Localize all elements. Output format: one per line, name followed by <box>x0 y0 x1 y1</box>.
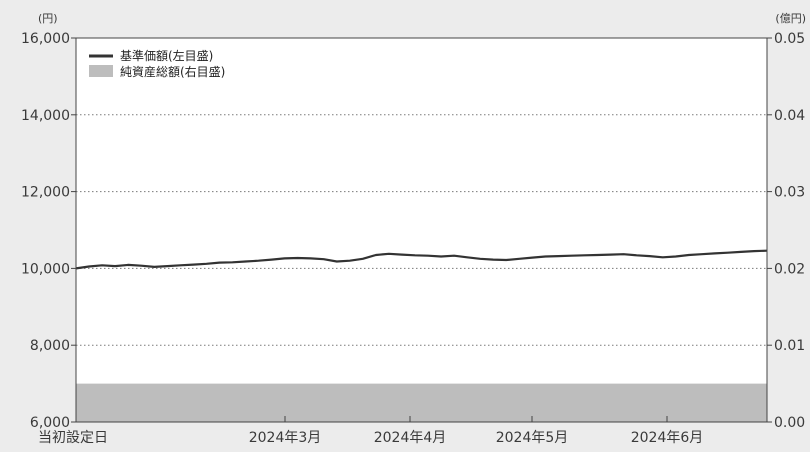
series-net-assets-area <box>76 383 767 422</box>
x-tick-label: 当初設定日 <box>38 429 108 446</box>
legend-label-net-assets: 純資産総額(右目盛) <box>120 64 225 79</box>
x-tick-label: 2024年5月 <box>496 430 569 446</box>
left-tick-label: 16,000 <box>21 31 70 47</box>
series-nav-line <box>75 249 768 270</box>
right-tick-label: 0.04 <box>774 108 805 124</box>
left-tick-label: 8,000 <box>30 338 70 354</box>
plot-area <box>76 38 767 422</box>
x-tick-label: 2024年4月 <box>374 430 447 446</box>
plot-frame <box>75 37 768 423</box>
right-tick-label: 0.00 <box>774 415 805 431</box>
right-axis-unit: (億円) <box>775 12 806 25</box>
legend-swatch-net-assets <box>89 65 113 77</box>
left-tick-label: 14,000 <box>21 108 70 124</box>
right-tick-label: 0.02 <box>774 261 805 277</box>
left-tick-label: 6,000 <box>30 415 70 431</box>
right-tick-label: 0.05 <box>774 31 805 47</box>
x-tick-label: 2024年3月 <box>249 430 322 446</box>
legend-label-nav: 基準価額(左目盛) <box>120 48 213 63</box>
left-tick-label: 10,000 <box>21 261 70 277</box>
left-tick-label: 12,000 <box>21 185 70 201</box>
legend: 基準価額(左目盛) 純資産総額(右目盛) <box>89 48 225 79</box>
right-tick-label: 0.01 <box>774 338 805 354</box>
left-axis-unit: (円) <box>38 12 58 25</box>
x-tick-label: 2024年6月 <box>631 430 704 446</box>
right-tick-label: 0.03 <box>774 185 805 201</box>
